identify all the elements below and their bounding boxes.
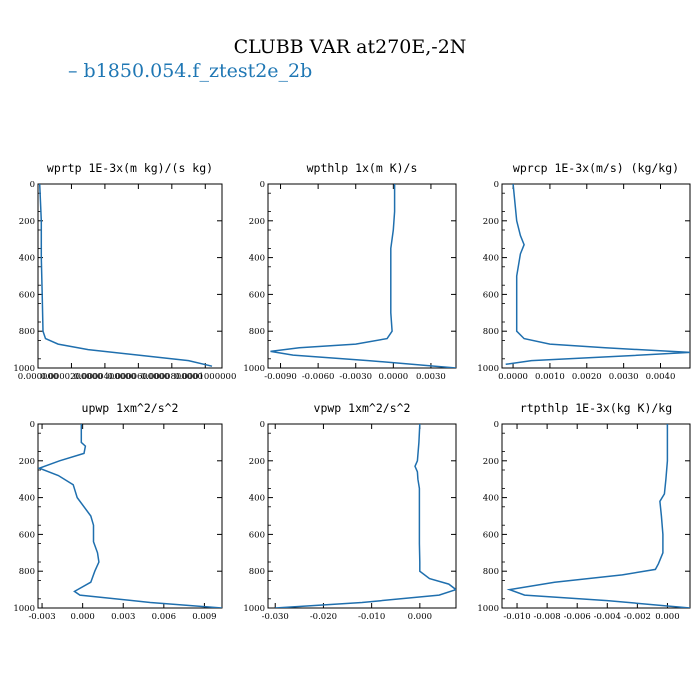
legend-label: b1850.054.f_ztest2e_2b	[83, 60, 313, 82]
y-tick-label: 600	[19, 530, 35, 540]
x-tick-label: -0.030	[262, 612, 289, 622]
y-tick-label: 0	[260, 180, 265, 190]
panel-4: upwp 1xm^2/s^2 0 200 400 600 800 1000-0.003 0.0…	[13, 401, 223, 622]
x-tick-label: 0.0000800000	[141, 372, 203, 382]
x-tick-label: 0.0010	[535, 372, 565, 382]
series-line	[270, 184, 456, 368]
y-tick-label: 400	[483, 494, 499, 504]
y-tick-label: 200	[249, 217, 265, 227]
figure-title: CLUBB VAR at270E,-2N	[233, 36, 467, 58]
x-tick-label: -0.010	[503, 612, 530, 622]
panel-title: vpwp 1xm^2/s^2	[314, 401, 411, 415]
x-tick-label: -0.010	[358, 612, 385, 622]
x-tick-label: 0.000	[655, 612, 679, 622]
y-tick-label: 1000	[243, 364, 265, 374]
plot-frame	[501, 183, 691, 369]
x-tick-label: -0.008	[534, 612, 561, 622]
x-tick-label: -0.0090	[264, 372, 297, 382]
panel-title: upwp 1xm^2/s^2	[82, 401, 179, 415]
x-tick-label: 0.0001000000	[174, 372, 236, 382]
series-line	[505, 184, 690, 366]
x-tick-label: -0.002	[624, 612, 651, 622]
y-tick-label: 600	[483, 290, 499, 300]
series-line	[38, 184, 213, 367]
panel-title: wprcp 1E-3x(m/s) (kg/kg)	[513, 161, 679, 175]
y-tick-label: 200	[19, 457, 35, 467]
y-tick-label: 200	[249, 457, 265, 467]
y-tick-label: 600	[249, 290, 265, 300]
panel-title: wpthlp 1x(m K)/s	[307, 161, 418, 175]
y-tick-label: 800	[19, 327, 35, 337]
x-tick-label: 0.0000600000	[107, 372, 169, 382]
panel-1: wprtp 1E-3x(m kg)/(s kg) 0 200 400 600 800 100…	[13, 161, 236, 382]
x-tick-label: -0.003	[28, 612, 55, 622]
y-tick-label: 800	[483, 567, 499, 577]
plot-frame	[501, 423, 691, 609]
y-tick-label: 800	[249, 567, 265, 577]
y-tick-label: 1000	[13, 364, 35, 374]
x-tick-label: -0.006	[564, 612, 591, 622]
x-tick-label: 0.0000400000	[74, 372, 136, 382]
y-tick-label: 800	[19, 567, 35, 577]
y-tick-label: 400	[19, 494, 35, 504]
y-tick-label: 1000	[13, 604, 35, 614]
y-tick-label: 800	[249, 327, 265, 337]
x-tick-label: 0.000	[70, 612, 94, 622]
series-line	[38, 424, 222, 608]
y-tick-label: 400	[249, 494, 265, 504]
y-tick-label: 400	[19, 254, 35, 264]
panel-5: vpwp 1xm^2/s^2 0 200 400 600 800 1000-0.030 -0.…	[243, 401, 457, 622]
y-tick-label: 800	[483, 327, 499, 337]
x-tick-label: 0.0020	[572, 372, 602, 382]
y-tick-label: 1000	[477, 364, 499, 374]
x-tick-label: 0.003	[111, 612, 135, 622]
x-tick-label: 0.000	[408, 612, 432, 622]
x-tick-label: -0.004	[594, 612, 621, 622]
x-tick-label: 0.000000	[18, 372, 59, 382]
y-tick-label: 600	[19, 290, 35, 300]
x-tick-label: 0.0040	[646, 372, 676, 382]
y-tick-label: 600	[249, 530, 265, 540]
y-tick-label: 0	[30, 180, 35, 190]
y-tick-label: 200	[483, 457, 499, 467]
y-tick-label: 200	[483, 217, 499, 227]
panel-title: rtpthlp 1E-3x(kg K)/kg	[520, 401, 672, 415]
x-tick-label: -0.0030	[339, 372, 372, 382]
plot-frame	[37, 183, 223, 369]
panel-title: wprtp 1E-3x(m kg)/(s kg)	[47, 161, 213, 175]
legend-swatch: –	[68, 60, 84, 82]
y-tick-label: 400	[483, 254, 499, 264]
y-tick-label: 400	[249, 254, 265, 264]
y-tick-label: 0	[30, 420, 35, 430]
x-tick-label: -0.0060	[302, 372, 335, 382]
plot-frame	[267, 423, 457, 609]
y-tick-label: 200	[19, 217, 35, 227]
series-line	[506, 424, 690, 608]
panel-6: rtpthlp 1E-3x(kg K)/kg02004006008001000-…	[477, 401, 691, 622]
plot-frame	[267, 183, 457, 369]
panel-3: wprcp 1E-3x(m/s) (kg/kg) 0 200 400 600 800 100…	[477, 161, 691, 382]
y-tick-label: 0	[260, 420, 265, 430]
series-line	[275, 424, 456, 608]
panel-2: wpthlp 1x(m K)/s 0 200 400 600 800 1000-0.0090…	[243, 161, 457, 382]
y-tick-label: 0	[494, 420, 499, 430]
x-tick-label: 0.0000	[498, 372, 528, 382]
x-tick-label: 0.0030	[609, 372, 639, 382]
y-tick-label: 1000	[243, 604, 265, 614]
y-tick-label: 1000	[477, 604, 499, 614]
x-tick-label: -0.020	[310, 612, 337, 622]
x-tick-label: 0.0000	[378, 372, 408, 382]
y-tick-label: 600	[483, 530, 499, 540]
y-tick-label: 0	[494, 180, 499, 190]
legend: – b1850.054.f_ztest2e_2b	[68, 60, 312, 82]
x-tick-label: 0.006	[152, 612, 176, 622]
x-tick-label: 0.009	[192, 612, 216, 622]
plot-frame	[37, 423, 223, 609]
x-tick-label: 0.0000200000	[40, 372, 102, 382]
x-tick-label: 0.0030	[416, 372, 446, 382]
